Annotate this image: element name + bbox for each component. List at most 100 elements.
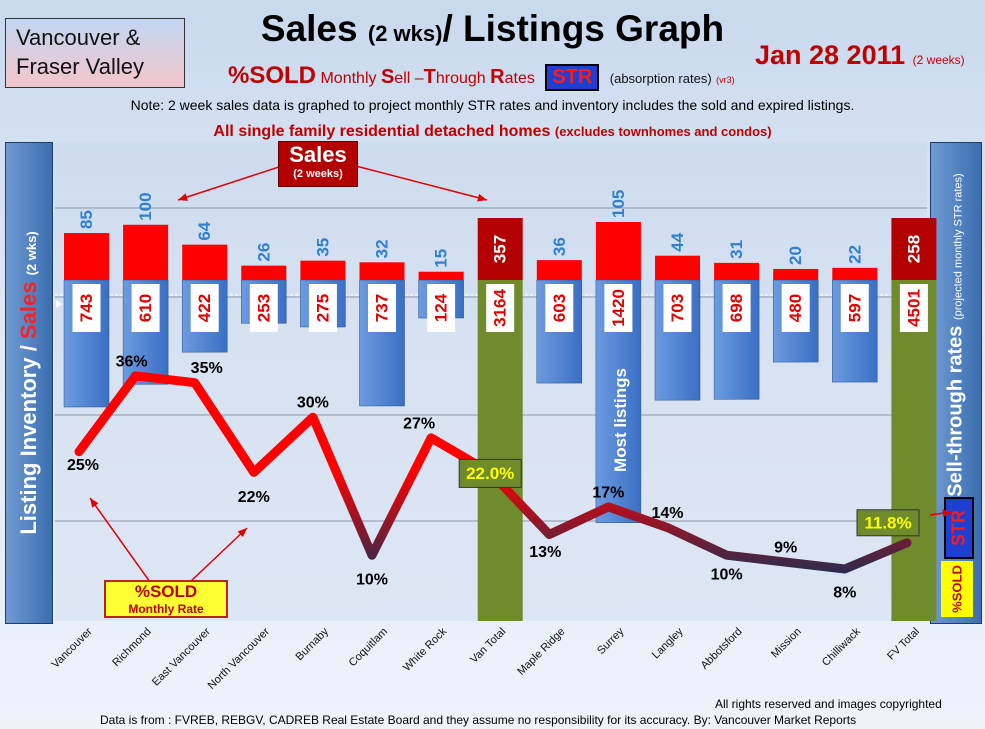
detached-small: (excludes townhomes and condos)	[554, 124, 772, 139]
sales-bar	[418, 271, 464, 280]
sold-rate-highlight-box	[458, 458, 522, 488]
inventory-bar	[713, 279, 760, 400]
inventory-label-box	[781, 284, 810, 332]
sales-bar	[714, 262, 760, 280]
region-line-2: Fraser Valley	[16, 54, 144, 79]
sales-value-label: 26	[254, 243, 273, 262]
sold-rate-label: 8%	[833, 585, 856, 602]
most-listings-label: Most listings	[611, 368, 630, 472]
category-tick-label: Mission	[769, 626, 804, 661]
sales-bar	[123, 224, 169, 280]
inventory-label-box	[899, 284, 928, 332]
inventory-value-label: 124	[432, 293, 451, 322]
sold-rate-label: 9%	[774, 540, 797, 557]
sales-bar	[832, 267, 878, 280]
subtitle-hrough: hrough	[435, 70, 486, 87]
date-value: Jan 28 2011	[755, 40, 906, 70]
sales-value-label: 64	[195, 221, 214, 240]
sales-bar	[182, 244, 228, 280]
inventory-label-box	[486, 284, 515, 332]
sales-bar	[477, 218, 523, 280]
inventory-value-label: 275	[313, 294, 332, 322]
subtitle-version: (vr3)	[716, 75, 735, 85]
sold-rate-label: 10%	[711, 567, 743, 584]
title-small: (2 wks)	[367, 21, 443, 46]
inventory-value-label: 743	[77, 294, 96, 322]
category-tick-label: Van Total	[468, 626, 508, 666]
inventory-value-label: 422	[195, 294, 214, 322]
category-tick-label: Richmond	[110, 626, 154, 670]
sold-arrow-left	[89, 497, 151, 583]
sales-value-label: 35	[313, 238, 332, 257]
inventory-value-label: 610	[136, 294, 155, 322]
sold-arrow-left-head	[90, 498, 99, 508]
sales-callout-title: Sales	[289, 142, 347, 167]
subtitle-r: R	[490, 66, 505, 88]
sold-rate-label: 11.8%	[864, 513, 911, 532]
subtitle-sold: %SOLD	[228, 62, 317, 89]
sales-callout: Sales (2 weeks)	[278, 141, 358, 187]
rights-note: All rights reserved and images copyright…	[715, 697, 942, 711]
inventory-label-box	[722, 284, 751, 332]
inventory-bar	[891, 280, 937, 621]
sold-rate-label: 35%	[191, 360, 223, 377]
sales-value-label: 31	[727, 240, 746, 259]
inventory-value-label: 737	[373, 294, 392, 322]
sold-rate-label: 13%	[529, 544, 561, 561]
sales-value-label: 85	[77, 210, 96, 229]
sales-bar	[536, 260, 582, 280]
inventory-label-box	[663, 284, 692, 332]
str-badge: STR	[545, 64, 600, 91]
inventory-value-label: 698	[727, 294, 746, 322]
inventory-label-box	[131, 284, 160, 332]
sales-bar	[595, 222, 641, 280]
region-line-1: Vancouver &	[16, 25, 141, 50]
category-tick-label: Abbotsford	[699, 626, 745, 672]
sales-value-label: 357	[491, 235, 510, 263]
inventory-value-label: 1420	[609, 289, 628, 327]
sold-rate-label: 27%	[403, 415, 435, 432]
left-axis-banner: Listing Inventory / Sales (2 wks)	[5, 142, 53, 624]
sold-arrow-right-head	[237, 528, 247, 538]
sales-value-label: 22	[845, 245, 864, 264]
sales-arrow-right	[351, 164, 488, 201]
category-tick-label: North Vancouver	[206, 625, 273, 692]
inventory-label-box	[840, 284, 869, 332]
sales-arrow-right-head	[477, 193, 487, 202]
sold-rate-label: 22%	[238, 489, 270, 506]
sales-value-label: 105	[609, 190, 628, 218]
inventory-value-label: 603	[550, 294, 569, 322]
sales-bar	[64, 233, 109, 280]
sales-bar	[359, 262, 405, 280]
category-tick-label: Coquitlam	[347, 626, 391, 670]
sold-rate-label: 17%	[592, 484, 624, 501]
inventory-label-box	[249, 284, 278, 332]
chart-note: Note: 2 week sales data is graphed to pr…	[130, 97, 855, 113]
sales-bar	[655, 255, 700, 280]
category-tick-label: East Vancouver	[150, 625, 213, 688]
title-rest: / Listings Graph	[442, 8, 725, 49]
region-box: Vancouver & Fraser Valley	[5, 18, 185, 88]
sold-arrow-right	[189, 527, 248, 583]
sales-value-label: 44	[668, 232, 687, 251]
title-main: Sales	[260, 8, 358, 49]
sold-rate-label: 30%	[297, 395, 329, 412]
sold-rate-callout: %SOLD Monthly Rate	[104, 580, 228, 618]
chart-title: Sales (2 wks)/ Listings Graph	[0, 8, 985, 50]
sales-value-label: 32	[373, 239, 392, 258]
sold-rate-highlight-box	[856, 509, 920, 537]
subtitle-ell: ell –	[394, 70, 424, 87]
chart-date: Jan 28 2011 (2 weeks)	[755, 40, 965, 71]
category-tick-label: Surrey	[595, 625, 627, 657]
inventory-label-box	[308, 284, 337, 332]
category-tick-label: Maple Ridge	[515, 626, 567, 678]
inventory-marker-arrow	[56, 300, 62, 308]
sales-value-label: 20	[786, 246, 805, 265]
sold-rate-label: 25%	[67, 457, 99, 474]
inventory-bar	[477, 280, 523, 621]
sales-bar	[773, 268, 819, 280]
chart-subtitle: %SOLD Monthly Sell –Through Rates STR (a…	[228, 62, 735, 91]
sales-arrow-left	[177, 164, 286, 201]
